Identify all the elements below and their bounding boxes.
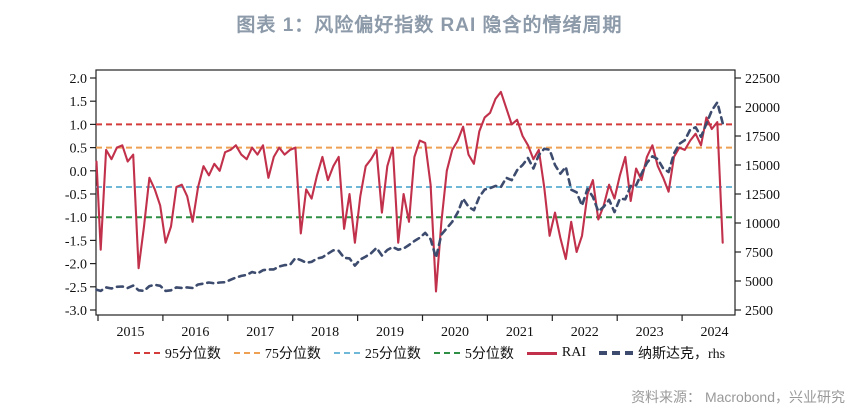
x-axis-tick-label: 2015	[116, 325, 144, 340]
left-axis-tick-label: -2.5	[65, 281, 87, 296]
rai-line	[95, 90, 724, 293]
right-axis-tick-label: 10000	[745, 217, 780, 232]
dashed-line-swatch	[599, 351, 633, 355]
left-axis-tick-label: 0.5	[70, 142, 88, 157]
plot-frame	[95, 69, 736, 316]
legend-item-rai: RAI	[526, 345, 586, 361]
left-axis-tick-label: -1.0	[65, 211, 87, 226]
right-axis-tick-label: 20000	[745, 101, 780, 116]
left-axis-tick-label: -1.5	[65, 234, 87, 249]
left-axis-tick-label: -0.5	[65, 188, 87, 203]
legend-label: 5分位数	[464, 347, 514, 362]
legend-label: 95分位数	[164, 347, 221, 362]
figure-title: 图表 1：风险偏好指数 RAI 隐含的情绪周期	[236, 15, 623, 36]
x-axis-tick-label: 2022	[571, 325, 599, 340]
legend-item-nasdaq: 纳斯达克，rhs	[599, 343, 725, 363]
right-axis-tick-label: 22500	[745, 72, 780, 87]
left-axis-tick-label: 2.0	[70, 72, 88, 87]
right-axis-tick-label: 7500	[745, 246, 773, 261]
right-axis-tick-label: 2500	[745, 304, 773, 319]
right-axis-tick-label: 15000	[745, 159, 780, 174]
left-axis-tick-label: -3.0	[65, 304, 87, 319]
dashed-line-swatch	[133, 352, 160, 354]
dashed-line-swatch	[433, 352, 460, 354]
left-axis-tick-label: 0.0	[70, 165, 88, 180]
nasdaq-line	[95, 101, 725, 293]
source-note: 资料来源： Macrobond，兴业研究	[631, 389, 845, 405]
right-axis-tick-label: 12500	[745, 188, 780, 203]
dashed-line-swatch	[333, 352, 360, 354]
solid-line-swatch	[526, 351, 557, 355]
legend-item-p5: 5分位数	[433, 343, 514, 363]
x-axis-tick-label: 2020	[441, 325, 469, 340]
left-axis-tick-label: 1.0	[70, 118, 88, 133]
legend-label: RAI	[561, 345, 586, 360]
legend-label: 75分位数	[264, 347, 321, 362]
x-axis-tick-label: 2019	[376, 325, 404, 340]
legend-item-p25: 25分位数	[333, 343, 421, 363]
chart-legend: 95分位数 75分位数 25分位数 5分位数 RAI 纳斯达克，rhs	[0, 343, 859, 363]
x-axis-tick-label: 2024	[701, 325, 729, 340]
x-axis-tick-label: 2021	[506, 325, 534, 340]
x-axis-tick-label: 2017	[246, 325, 274, 340]
dashed-line-swatch	[233, 352, 260, 354]
legend-label: 25分位数	[364, 347, 421, 362]
x-axis-tick-label: 2018	[311, 325, 339, 340]
legend-label: 纳斯达克，rhs	[638, 347, 726, 362]
legend-item-p75: 75分位数	[233, 343, 321, 363]
right-axis-tick-label: 5000	[745, 275, 773, 290]
legend-item-p95: 95分位数	[133, 343, 221, 363]
left-axis-tick-label: -2.0	[65, 258, 87, 273]
left-axis-tick-label: 1.5	[70, 95, 88, 110]
x-axis-tick-label: 2023	[636, 325, 664, 340]
right-axis-tick-label: 17500	[745, 130, 780, 145]
x-axis-tick-label: 2016	[181, 325, 209, 340]
